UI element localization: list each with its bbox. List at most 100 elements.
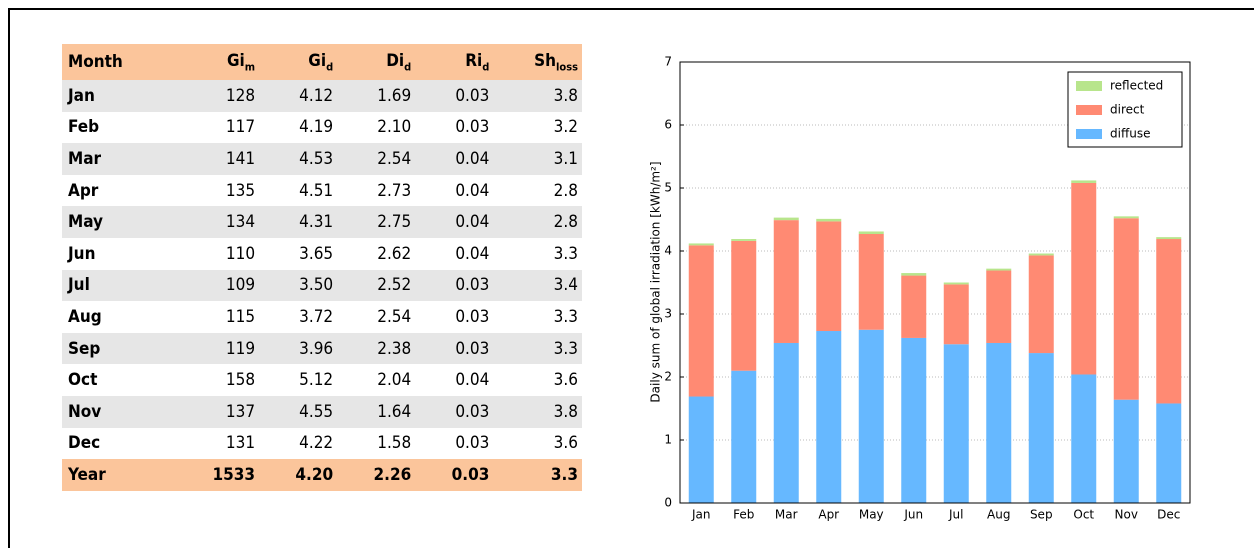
bar-segment [1156, 403, 1182, 503]
cell: Feb [68, 117, 100, 138]
cell: 2.10 [377, 117, 412, 138]
cell: Aug [68, 306, 102, 327]
cell: 3.8 [493, 80, 582, 112]
cell: 4.22 [299, 433, 334, 454]
bar-segment [1071, 182, 1097, 375]
row: Nov 137 4.55 1.64 0.03 3.8 [62, 395, 582, 428]
bar-segment [858, 329, 884, 503]
bar-segment [731, 240, 757, 371]
header-cell: Gid [259, 44, 338, 80]
cell: 0.04 [455, 243, 490, 264]
y-tick-label: 7 [664, 55, 672, 69]
bar-segment [688, 396, 714, 503]
x-tick-label: Dec [1157, 508, 1180, 522]
cell: 2.54 [377, 306, 412, 327]
cell: May [62, 206, 173, 238]
cell: 3.1 [493, 143, 582, 175]
header-sub: m [244, 60, 256, 74]
row: Jul 109 3.50 2.52 0.03 3.4 [62, 269, 582, 302]
bar-segment [773, 220, 799, 343]
cell: 4.19 [299, 117, 334, 138]
x-tick-label: Sep [1030, 508, 1053, 522]
cell: Jan [62, 80, 173, 112]
legend-swatch [1076, 129, 1102, 139]
cell: 0.04 [455, 180, 490, 201]
cell: 4.12 [259, 80, 338, 112]
header-sub: loss [556, 60, 578, 74]
bar-segment [943, 282, 969, 285]
cell: Apr [68, 180, 99, 201]
bar-segment [1113, 216, 1139, 219]
x-tick-label: Jun [903, 508, 923, 522]
cell: Dec [68, 433, 101, 454]
bar-segment [1156, 237, 1182, 240]
header-main: Sh [534, 50, 557, 71]
plot-frame [679, 61, 1191, 504]
cell: 4.53 [259, 143, 338, 175]
cell: 4.20 [259, 459, 338, 491]
bar-segment [986, 270, 1012, 343]
row: Oct 158 5.12 2.04 0.04 3.6 [62, 364, 582, 396]
frame [8, 8, 1254, 548]
header-main: Gi [226, 50, 245, 71]
row: May 134 4.31 2.75 0.04 2.8 [62, 206, 582, 238]
cell: Sep [62, 332, 173, 365]
bar-segment [1028, 253, 1054, 256]
header-row: Month Gim Gid Did Rid Shloss [62, 44, 582, 80]
cell: 2.73 [377, 180, 412, 201]
cell: 2.38 [337, 332, 416, 365]
x-tick-label: Jul [948, 508, 963, 522]
cell: 117 [225, 117, 256, 138]
y-tick-label: 5 [664, 181, 672, 195]
bar-segment [901, 275, 927, 338]
cell: 1.58 [377, 433, 412, 454]
x-tick-label: Feb [733, 508, 754, 522]
cell: 3.50 [259, 269, 338, 302]
cell: 115 [225, 306, 256, 327]
cell: 0.03 [415, 395, 494, 428]
cell: Jul [62, 269, 173, 302]
cell: 0.04 [415, 206, 494, 238]
header-cell: Rid [415, 44, 494, 80]
bar-segment [943, 284, 969, 345]
x-tick-label: Oct [1073, 508, 1094, 522]
bar-segment [1071, 374, 1097, 503]
bar-segment [773, 217, 799, 221]
cell: 0.04 [415, 143, 494, 175]
header-cell: Shloss [493, 44, 582, 80]
cell: 158 [225, 370, 256, 391]
bar-segment [731, 370, 757, 503]
cell: 2.8 [553, 180, 578, 201]
bar-segment [688, 245, 714, 397]
bar-segment [986, 342, 1012, 503]
cell: 3.96 [259, 332, 338, 365]
cell: 0.03 [455, 117, 490, 138]
footer-row: Year 1533 4.20 2.26 0.03 3.3 [62, 459, 582, 491]
cell: 2.04 [377, 370, 412, 391]
cell: 1533 [172, 459, 260, 491]
cell: 1.69 [337, 80, 416, 112]
cell: 3.8 [493, 395, 582, 428]
header-main: Di [386, 50, 405, 71]
row: Feb 117 4.19 2.10 0.03 3.2 [62, 112, 582, 144]
cell: 2.52 [337, 269, 416, 302]
bar-segment [986, 268, 1012, 271]
cell: 134 [172, 206, 260, 238]
bar-segment [688, 243, 714, 246]
cell: 109 [172, 269, 260, 302]
cell: 0.03 [415, 459, 494, 491]
y-tick-label: 0 [664, 496, 672, 510]
cell: 3.72 [299, 306, 334, 327]
cell: 128 [172, 80, 260, 112]
cell: 3.6 [553, 370, 578, 391]
bar-segment [1028, 353, 1054, 503]
cell: 110 [225, 243, 256, 264]
cell: 3.3 [493, 332, 582, 365]
legend-swatch [1076, 81, 1102, 91]
cell: 3.2 [553, 117, 578, 138]
row: Jun 110 3.65 2.62 0.04 3.3 [62, 238, 582, 270]
header-main: Gi [308, 50, 327, 71]
cell: 0.03 [415, 80, 494, 112]
cell: 4.51 [299, 180, 334, 201]
